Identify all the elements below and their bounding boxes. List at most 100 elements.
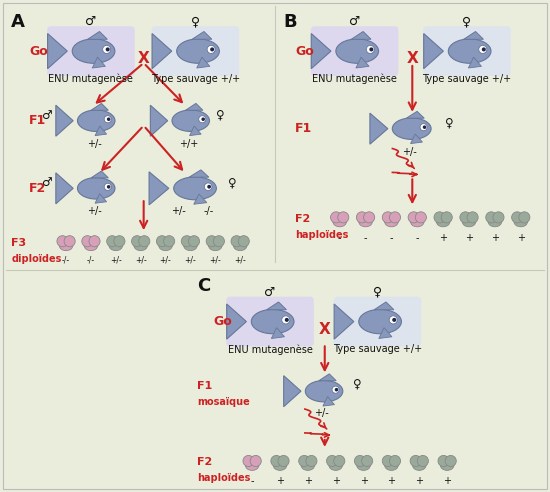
Circle shape — [210, 47, 214, 52]
Polygon shape — [56, 173, 73, 204]
Polygon shape — [351, 31, 371, 39]
Polygon shape — [284, 376, 301, 407]
Text: +: + — [360, 476, 367, 486]
Circle shape — [410, 456, 421, 466]
Ellipse shape — [72, 39, 115, 63]
Text: Go: Go — [213, 315, 232, 328]
Text: +/-: +/- — [234, 256, 246, 265]
Text: B: B — [283, 13, 296, 31]
Polygon shape — [197, 57, 210, 68]
Circle shape — [131, 236, 142, 247]
Circle shape — [361, 456, 373, 466]
Circle shape — [89, 236, 100, 247]
Text: F3: F3 — [12, 238, 26, 248]
Circle shape — [231, 236, 242, 247]
Ellipse shape — [109, 241, 123, 250]
Ellipse shape — [359, 217, 372, 227]
FancyBboxPatch shape — [424, 26, 511, 76]
Text: -: - — [416, 233, 419, 243]
Circle shape — [408, 212, 419, 223]
Circle shape — [423, 125, 426, 129]
Text: ♀: ♀ — [353, 377, 362, 390]
Text: diploïdes: diploïdes — [12, 254, 62, 264]
Ellipse shape — [134, 241, 147, 250]
Circle shape — [415, 212, 426, 223]
Polygon shape — [152, 33, 172, 69]
Text: Go: Go — [29, 45, 48, 58]
Text: +/-: +/- — [402, 147, 417, 156]
Text: ♂: ♂ — [41, 177, 51, 189]
Ellipse shape — [305, 380, 343, 402]
Text: ♀: ♀ — [373, 286, 382, 299]
Text: +: + — [465, 233, 473, 243]
Polygon shape — [91, 171, 108, 178]
Polygon shape — [379, 328, 392, 338]
Ellipse shape — [463, 217, 476, 227]
Ellipse shape — [437, 217, 450, 227]
Polygon shape — [56, 105, 73, 136]
Polygon shape — [406, 111, 424, 118]
Ellipse shape — [177, 39, 219, 63]
Circle shape — [332, 386, 339, 393]
Text: X: X — [406, 51, 418, 66]
Text: C: C — [197, 277, 211, 295]
Circle shape — [250, 456, 261, 466]
Polygon shape — [87, 31, 107, 39]
Circle shape — [282, 316, 290, 324]
Ellipse shape — [359, 309, 402, 334]
Ellipse shape — [392, 118, 431, 139]
Ellipse shape — [84, 241, 98, 250]
Circle shape — [467, 212, 478, 223]
Text: X: X — [319, 322, 331, 337]
Circle shape — [199, 116, 206, 123]
Circle shape — [107, 118, 111, 121]
Text: ENU mutagenèse: ENU mutagenèse — [312, 74, 397, 85]
Polygon shape — [469, 57, 481, 68]
Polygon shape — [464, 31, 483, 39]
Polygon shape — [95, 194, 107, 203]
Text: -: - — [338, 233, 342, 243]
Circle shape — [205, 183, 212, 190]
Circle shape — [306, 456, 317, 466]
Polygon shape — [150, 105, 168, 136]
Circle shape — [493, 212, 504, 223]
Circle shape — [519, 212, 530, 223]
Circle shape — [417, 456, 428, 466]
Text: +: + — [332, 476, 340, 486]
Text: ♂: ♂ — [41, 109, 51, 122]
Circle shape — [213, 236, 224, 247]
Circle shape — [334, 456, 345, 466]
Polygon shape — [185, 103, 203, 110]
Ellipse shape — [172, 110, 210, 131]
Text: +: + — [443, 476, 451, 486]
Polygon shape — [192, 31, 212, 39]
Polygon shape — [48, 33, 67, 69]
Text: +/-: +/- — [110, 256, 122, 265]
Polygon shape — [410, 134, 422, 144]
Ellipse shape — [357, 461, 370, 470]
Circle shape — [389, 316, 397, 324]
Ellipse shape — [448, 39, 491, 63]
Text: ♂: ♂ — [85, 15, 97, 29]
Ellipse shape — [336, 39, 378, 63]
Circle shape — [82, 236, 93, 247]
Polygon shape — [267, 302, 287, 310]
Circle shape — [482, 47, 486, 52]
Text: +: + — [439, 233, 447, 243]
Text: ♂: ♂ — [265, 286, 276, 299]
Circle shape — [57, 236, 68, 247]
Ellipse shape — [441, 461, 454, 470]
Text: ♀: ♀ — [445, 117, 453, 130]
Ellipse shape — [301, 461, 315, 470]
FancyBboxPatch shape — [47, 26, 135, 76]
FancyBboxPatch shape — [152, 26, 239, 76]
Polygon shape — [194, 194, 207, 204]
Text: +/-: +/- — [135, 256, 146, 265]
Circle shape — [478, 45, 487, 54]
Text: +/+: +/+ — [179, 139, 198, 149]
Polygon shape — [91, 103, 108, 110]
Circle shape — [182, 236, 192, 247]
Text: X: X — [138, 51, 150, 66]
Text: F2: F2 — [29, 182, 47, 195]
Circle shape — [441, 212, 452, 223]
